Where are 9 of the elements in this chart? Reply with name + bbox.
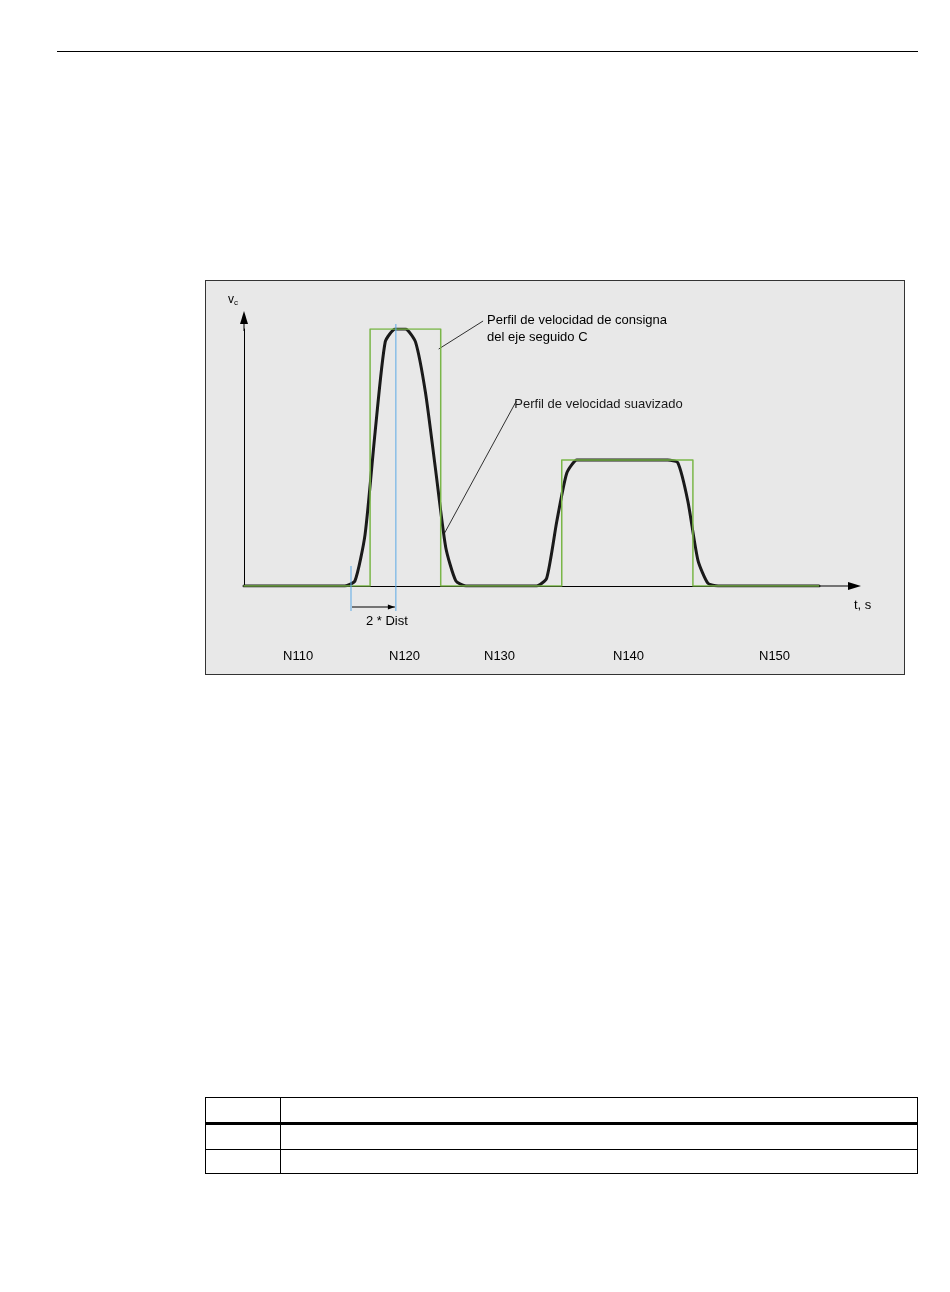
text: N110 bbox=[283, 648, 314, 663]
text: N130 bbox=[484, 648, 516, 663]
text: N140 bbox=[613, 648, 645, 663]
text: N120 bbox=[389, 648, 421, 663]
x-axis-title: t, s bbox=[854, 597, 872, 612]
text: 2 * Dist bbox=[365, 613, 409, 628]
text: Perfil de velocidad de consigna del eje seguido C bbox=[487, 312, 668, 344]
text: N150 bbox=[759, 648, 791, 663]
text: Perfil de velocidad suavizado bbox=[514, 396, 683, 411]
